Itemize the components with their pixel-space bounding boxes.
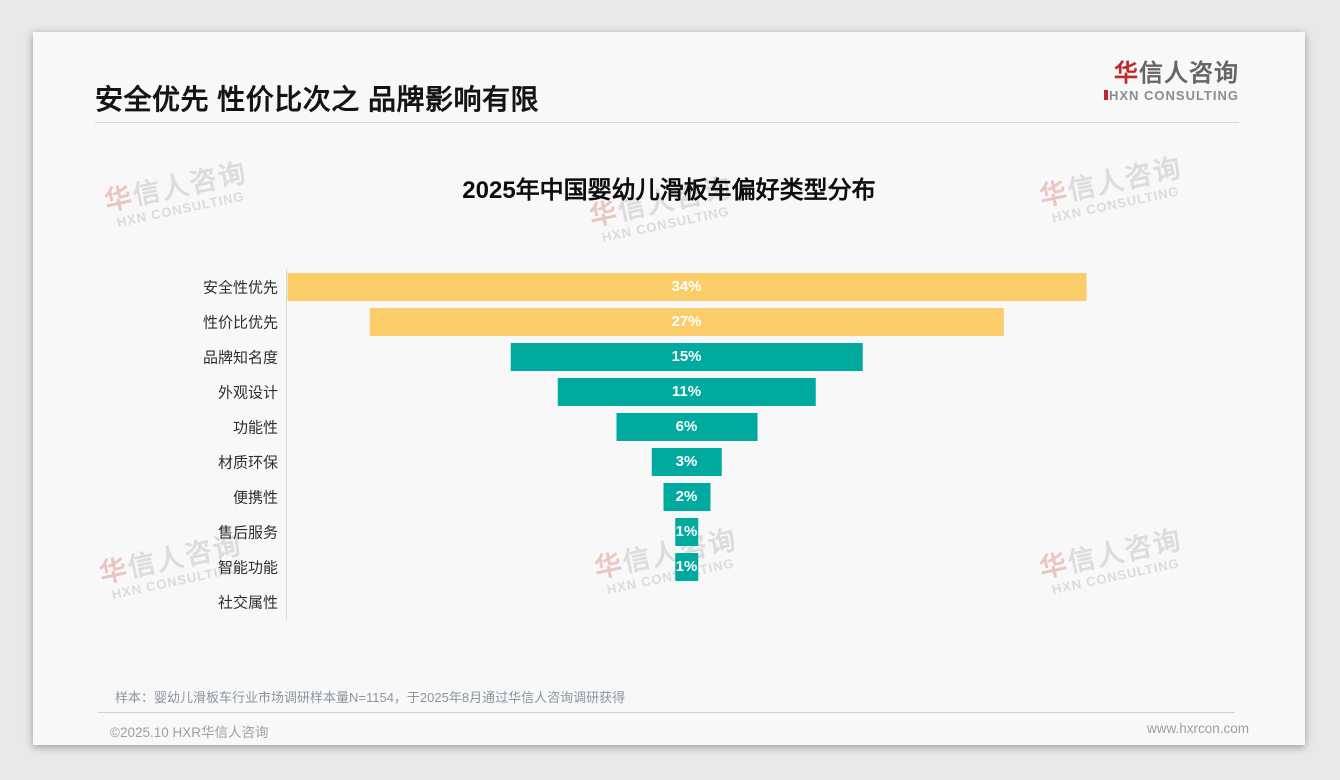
category-label: 社交属性 [217, 594, 278, 611]
logo-cn-rest: 信人咨询 [1139, 60, 1239, 87]
chart-row: 安全性优先 34% [203, 269, 1086, 304]
bar: 6% [616, 413, 757, 441]
bar-value-label: 1% [675, 558, 698, 575]
category-label: 智能功能 [217, 559, 278, 576]
bar-value-label: 3% [675, 453, 698, 470]
footer-divider [98, 712, 1235, 713]
logo-cn-red: 华 [1114, 60, 1139, 87]
bar: 2% [663, 483, 710, 511]
bar-value-label: 11% [671, 383, 702, 400]
bar: 15% [510, 343, 863, 371]
bar: 1% [674, 553, 699, 581]
slide-card: 华信人咨询 HXN CONSULTING 华信人咨询 HXN CONSULTIN… [33, 32, 1305, 745]
category-label: 安全性优先 [202, 279, 278, 296]
company-logo: 华信人咨询 HXN CONSULTING [1103, 60, 1239, 104]
bar-value-label: 27% [671, 313, 702, 330]
bar: 11% [557, 378, 816, 406]
category-label: 品牌知名度 [202, 349, 278, 366]
chart-row: 外观设计 11% [218, 374, 1086, 409]
bar: 34% [287, 273, 1086, 301]
logo-red-mark-icon [1103, 90, 1108, 100]
chart-row: 性价比优先 27% [203, 304, 1086, 339]
category-label: 外观设计 [217, 384, 278, 401]
funnel-bar-chart: 安全性优先 34% 性价比优先 27% 品牌知名度 15% 外观设计 11% 功能性 6% 材质环保… [203, 269, 1086, 619]
bar-value-label: 15% [671, 348, 702, 365]
category-label: 便携性 [232, 489, 278, 506]
bar-value-label: 6% [675, 418, 698, 435]
sample-note: 样本：婴幼儿滑板车行业市场调研样本量N=1154，于2025年8月通过华信人咨询… [115, 690, 626, 705]
watermark-text: 华 [96, 553, 132, 589]
chart-row: 功能性 6% [233, 409, 1086, 444]
chart-row: 品牌知名度 15% [203, 339, 1086, 374]
category-label: 材质环保 [217, 454, 278, 471]
chart-axis-line [286, 269, 287, 620]
category-label: 性价比优先 [202, 314, 278, 331]
bar: 3% [651, 448, 722, 476]
chart-row: 便携性 2% [233, 479, 1086, 514]
category-label: 功能性 [232, 419, 278, 436]
bar-value-label: 2% [675, 488, 698, 505]
category-label: 售后服务 [217, 524, 278, 541]
logo-cn-text: 华信人咨询 [1104, 60, 1239, 88]
chart-row: 材质环保 3% [218, 444, 1086, 479]
chart-title: 2025年中国婴幼儿滑板车偏好类型分布 [462, 177, 876, 204]
header-divider [95, 122, 1239, 123]
chart-row: 智能功能 1% [218, 549, 1086, 584]
page-title: 安全优先 性价比次之 品牌影响有限 [95, 84, 540, 115]
bar: 1% [674, 518, 699, 546]
logo-en-text: HXN CONSULTING [1103, 88, 1239, 104]
chart-row: 社交属性 [218, 584, 1086, 619]
bar-value-label: 1% [675, 523, 698, 540]
bar: 27% [369, 308, 1004, 336]
bar-value-label: 34% [671, 278, 702, 295]
copyright-text: ©2025.10 HXR华信人咨询 [110, 725, 269, 740]
website-url: www.hxrcon.com [1146, 721, 1249, 736]
chart-row: 售后服务 1% [218, 514, 1086, 549]
watermark-text: HXN CONSULTING [600, 203, 731, 246]
